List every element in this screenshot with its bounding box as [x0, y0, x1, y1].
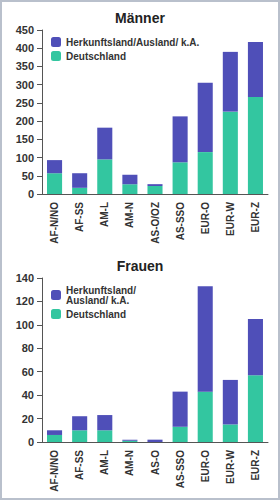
svg-text:0: 0	[28, 436, 34, 448]
svg-text:300: 300	[16, 79, 34, 91]
svg-text:EUR-W: EUR-W	[225, 449, 236, 483]
svg-text:AS-O/OZ: AS-O/OZ	[150, 202, 161, 244]
svg-text:140: 140	[16, 272, 34, 284]
svg-text:350: 350	[16, 60, 34, 72]
svg-text:Deutschland: Deutschland	[66, 51, 126, 62]
svg-text:AF-N/NO: AF-N/NO	[49, 202, 60, 244]
svg-text:EUR-O: EUR-O	[200, 450, 211, 482]
svg-text:120: 120	[16, 295, 34, 307]
svg-text:100: 100	[16, 152, 34, 164]
svg-text:Herkunftsland/Ausland/ k.A.: Herkunftsland/Ausland/ k.A.	[66, 37, 200, 48]
svg-text:50: 50	[22, 170, 34, 182]
svg-text:60: 60	[22, 366, 34, 378]
svg-text:40: 40	[22, 389, 34, 401]
svg-text:AM-L: AM-L	[99, 202, 110, 227]
svg-text:EUR-W: EUR-W	[225, 201, 236, 235]
svg-text:AM-N: AM-N	[124, 202, 135, 228]
svg-text:Ausland/ k.A.: Ausland/ k.A.	[66, 295, 130, 306]
svg-text:Herkunftsland/: Herkunftsland/	[66, 284, 136, 296]
svg-text:80: 80	[22, 342, 34, 354]
svg-text:AS-O: AS-O	[150, 450, 161, 475]
svg-text:EUR-Z: EUR-Z	[250, 202, 261, 233]
svg-text:AS-SSO: AS-SSO	[175, 450, 186, 489]
svg-text:EUR-Z: EUR-Z	[250, 450, 261, 481]
svg-text:250: 250	[16, 97, 34, 109]
svg-text:EUR-O: EUR-O	[200, 202, 211, 234]
svg-text:400: 400	[16, 42, 34, 54]
svg-text:Frauen: Frauen	[117, 258, 164, 274]
svg-text:Deutschland: Deutschland	[66, 309, 126, 320]
svg-text:AS-SSO: AS-SSO	[175, 202, 186, 241]
svg-text:100: 100	[16, 319, 34, 331]
svg-text:Männer: Männer	[115, 10, 165, 26]
svg-text:AF-SS: AF-SS	[74, 202, 85, 232]
svg-text:AM-L: AM-L	[99, 450, 110, 475]
svg-text:0: 0	[28, 188, 34, 200]
svg-text:AM-N: AM-N	[124, 450, 135, 476]
svg-text:AF-SS: AF-SS	[74, 450, 85, 480]
svg-text:450: 450	[16, 24, 34, 36]
svg-text:150: 150	[16, 133, 34, 145]
svg-text:AF-N/NO: AF-N/NO	[49, 450, 60, 492]
svg-text:20: 20	[22, 413, 34, 425]
svg-text:200: 200	[16, 115, 34, 127]
